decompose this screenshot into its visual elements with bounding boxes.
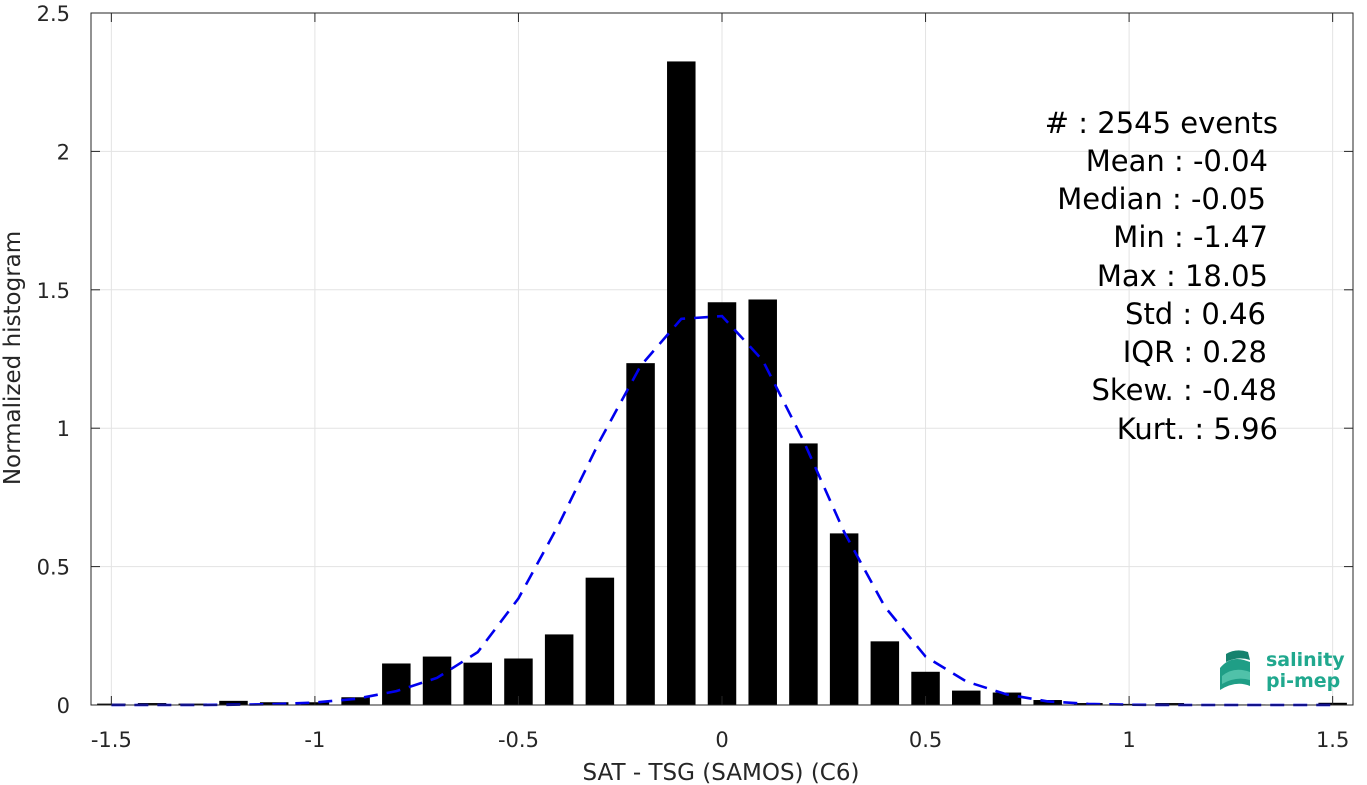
logo-text-pi-mep: pi-mep (1266, 670, 1340, 692)
stat-iqr: IQR : 0.28 (1123, 335, 1267, 369)
x-axis-label: SAT - TSG (SAMOS) (C6) (583, 760, 860, 785)
x-tick-label: 0.5 (909, 728, 942, 752)
histogram-bar (992, 692, 1022, 705)
stat-mean: Mean : -0.04 (1086, 144, 1268, 178)
stat-kurt: Kurt. : 5.96 (1117, 412, 1278, 446)
axes-box (90, 12, 1354, 706)
y-tick-label: 1 (57, 417, 70, 441)
stat-median: Median : -0.05 (1057, 182, 1266, 216)
stat-max: Max : 18.05 (1097, 259, 1268, 293)
histogram-bar (707, 302, 737, 705)
histogram-bar (219, 700, 248, 705)
gaussian-fit-curve (111, 314, 1333, 707)
x-tick-label: -1 (304, 728, 325, 752)
histogram-bar (585, 577, 615, 705)
y-tick-label: 2.5 (37, 2, 70, 26)
y-tick-label: 0.5 (37, 556, 70, 580)
salinity-pi-mep-logo: salinity pi-mep (1220, 649, 1345, 692)
histogram-bar (463, 662, 492, 705)
y-tick-labels: 0 0.5 1 1.5 2 2.5 (37, 2, 70, 718)
x-tick-label: 0 (715, 728, 728, 752)
histogram-bar (870, 641, 900, 705)
x-tick-label: -1.5 (91, 728, 132, 752)
x-tick-label: 1.5 (1316, 728, 1349, 752)
wave-logo-icon (1220, 650, 1250, 690)
stat-min: Min : -1.47 (1113, 220, 1268, 254)
y-tick-label: 1.5 (37, 279, 70, 303)
histogram-bar (748, 299, 777, 705)
stat-std: Std : 0.46 (1125, 297, 1266, 331)
y-tick-label: 0 (57, 694, 70, 718)
stat-count: # : 2545 events (1045, 106, 1278, 140)
histogram-bar (341, 697, 370, 705)
histogram-bar (382, 663, 411, 705)
histogram-bar (422, 656, 452, 705)
x-tick-label: 1 (1122, 728, 1135, 752)
x-tick-label: -0.5 (498, 728, 539, 752)
histogram-bar (626, 363, 655, 705)
x-tick-labels: -1.5 -1 -0.5 0 0.5 1 1.5 (91, 728, 1349, 752)
histogram-bar (667, 61, 696, 705)
histogram-bar (137, 703, 167, 705)
logo-text-salinity: salinity (1266, 649, 1345, 671)
histogram-bars (97, 61, 1347, 705)
y-tick-label: 2 (57, 140, 70, 164)
stats-box: # : 2545 events Mean : -0.04 Median : -0… (1045, 106, 1278, 446)
histogram-bar (829, 533, 859, 705)
histogram-bar (1155, 703, 1185, 705)
histogram-bar (789, 443, 818, 705)
histogram-bar (952, 690, 981, 705)
y-axis-label: Normalized histogram (0, 231, 26, 485)
histogram-bar (544, 634, 574, 705)
stat-skew: Skew. : -0.48 (1091, 373, 1277, 407)
